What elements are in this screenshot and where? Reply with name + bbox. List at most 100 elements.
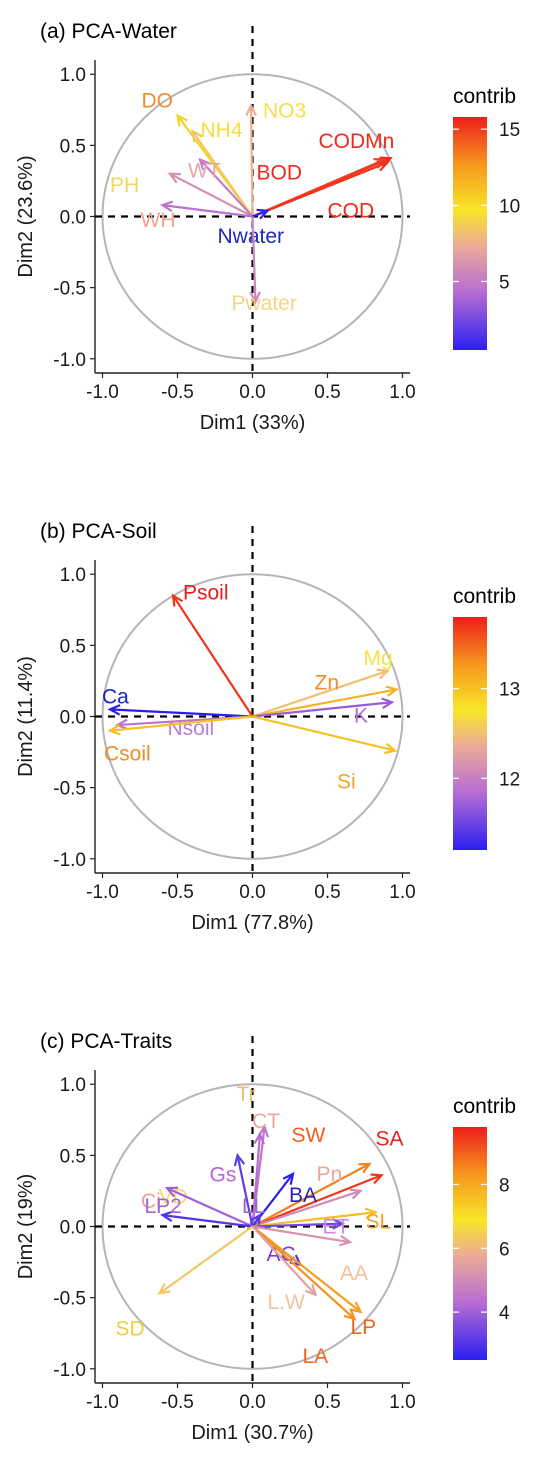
var-label-pn: Pn <box>317 1163 343 1186</box>
arrow-wt <box>198 157 254 218</box>
arrow-la <box>251 1225 357 1321</box>
x-tick-label: 0.5 <box>314 382 340 403</box>
var-label-do: DO <box>142 89 174 112</box>
var-label-pwater: Pwater <box>232 292 297 315</box>
var-label-psoil: Psoil <box>183 582 229 605</box>
var-label-nh4: NH4 <box>201 119 243 142</box>
arrow-no3 <box>245 102 257 217</box>
var-label-sa: SA <box>376 1127 404 1150</box>
var-label-tr: Tr <box>237 1083 256 1106</box>
var-label-csoil: Csoil <box>104 743 151 766</box>
arrow-gs <box>233 1152 254 1227</box>
legend-title: contrib <box>453 1095 516 1118</box>
legend-title: contrib <box>453 585 516 608</box>
correlation-circle <box>101 73 404 360</box>
var-label-sw: SW <box>292 1124 326 1147</box>
x-tick-label: -0.5 <box>161 382 194 403</box>
x-axis-label: Dim1 (30.7%) <box>191 1422 313 1444</box>
arrow-sd <box>157 1225 254 1295</box>
var-label-wt: WT <box>188 160 221 183</box>
x-tick-label: 1.0 <box>389 882 415 903</box>
panel-title: (a) PCA-Water <box>40 20 177 43</box>
arrow-pn <box>252 1188 363 1228</box>
x-tick-label: 0.5 <box>314 882 340 903</box>
var-label-si: Si <box>337 771 356 794</box>
var-label-bod: BOD <box>257 162 303 185</box>
arrow-et <box>252 1218 346 1230</box>
var-label-ct: CT <box>252 1110 280 1133</box>
var-label-ba: BA <box>289 1184 317 1207</box>
y-tick-label: 1.0 <box>60 565 86 586</box>
var-label-zn: Zn <box>315 671 340 694</box>
chart-pca-soil: (b) PCA-Soil -1.0-1.0 -0.5 -0.5 0.0 0.0 0.5 0.5… <box>15 520 520 934</box>
legend-colorbar <box>453 617 487 850</box>
var-label-la: LA <box>303 1345 329 1368</box>
y-axis-label: Dim2 (11.4%) <box>15 656 37 777</box>
x-tick-label: 1.0 <box>389 382 415 403</box>
y-tick-label: 0.0 <box>60 208 86 229</box>
var-label-ci: Ci <box>141 1190 161 1213</box>
y-tick-label: -0.5 <box>53 279 86 300</box>
y-tick-label: 0.5 <box>60 1146 86 1167</box>
panel-pca-water: (a) PCA-Water -1.0 -1.0 -0.5 -0.5 0.0 0.0 0.5 0.… <box>0 0 550 460</box>
y-tick-label: 0.5 <box>60 136 86 157</box>
arrow-aa <box>252 1225 353 1247</box>
x-tick-label: 0.0 <box>239 882 265 903</box>
var-label-sl: SL <box>366 1210 392 1233</box>
arrow-ca <box>107 704 253 718</box>
arrow-sw <box>251 1162 372 1228</box>
arrow-csoil <box>107 715 253 736</box>
arrow-lp2 <box>159 1210 253 1228</box>
arrow-k <box>252 697 395 718</box>
panel-title: (b) PCA-Soil <box>40 520 157 543</box>
y-tick-label: -1.0 <box>53 850 86 871</box>
arrow-si <box>252 715 398 755</box>
legend-tick-label: 15 <box>499 120 520 141</box>
arrow-psoil <box>171 593 254 718</box>
var-label-ca: Ca <box>102 685 129 708</box>
x-axis-label: Dim1 (77.8%) <box>191 912 313 934</box>
chart-pca-traits: (c) PCA-Traits -1.0-1.0 -0.5 -0.5 0.0 0.0 0.5 0… <box>15 1030 516 1444</box>
arrow-wh <box>159 200 253 218</box>
arrow-lp <box>251 1225 363 1314</box>
var-label-ll: LL <box>242 1195 265 1218</box>
x-tick-label: -0.5 <box>161 882 194 903</box>
arrow-ll <box>249 1213 262 1228</box>
legend-tick-label: 13 <box>499 680 520 701</box>
panel-pca-traits: (c) PCA-Traits -1.0 -1.0 -0.5 -0.5 0.0 0.0 0.5 0… <box>0 1010 550 1463</box>
y-tick-label: 0.0 <box>60 1218 86 1239</box>
x-tick-label: -1.0 <box>86 382 119 403</box>
x-tick-label: 0.0 <box>239 382 265 403</box>
legend-tick-label: 12 <box>499 769 520 790</box>
arrow-pwater <box>249 216 261 305</box>
var-label-gs: Gs <box>210 1163 237 1186</box>
chart-pca-water: (a) PCA-Water -1.0-1.0 -0.5 -0.5 0.0 0.0 0.5 0.… <box>15 20 520 434</box>
y-tick-label: 1.0 <box>60 1075 86 1096</box>
legend-tick-label: 8 <box>499 1175 510 1196</box>
correlation-circle <box>101 1083 404 1370</box>
y-tick-label: -1.0 <box>53 350 86 371</box>
var-label-codmn: CODMn <box>319 130 395 153</box>
legend-tick-label: 6 <box>499 1239 510 1260</box>
legend-tick-label: 10 <box>499 196 520 217</box>
x-tick-label: 0.5 <box>314 1392 340 1413</box>
arrow-sa <box>252 1173 384 1228</box>
x-tick-label: -0.5 <box>161 1392 194 1413</box>
arrow-nh4 <box>191 129 254 218</box>
y-tick-label: 1.0 <box>60 65 86 86</box>
legend-colorbar <box>453 1127 487 1360</box>
x-tick-label: -1.0 <box>86 882 119 903</box>
y-tick-label: -0.5 <box>53 779 86 800</box>
panel-title: (c) PCA-Traits <box>40 1030 172 1053</box>
arrow-nwater <box>252 208 270 220</box>
var-label-aa: AA <box>340 1262 368 1285</box>
var-label-mg: Mg <box>364 647 393 670</box>
var-label-cod: COD <box>328 199 375 222</box>
y-axis-label: Dim2 (23.6%) <box>15 155 37 277</box>
arrow-cod <box>252 160 390 218</box>
var-label-et: ET <box>323 1216 350 1239</box>
var-label-ph: PH <box>110 174 139 197</box>
y-axis-label: Dim2 (19%) <box>15 1174 37 1280</box>
var-label-lp2: LP2 <box>145 1195 182 1218</box>
x-tick-label: 1.0 <box>389 1392 415 1413</box>
